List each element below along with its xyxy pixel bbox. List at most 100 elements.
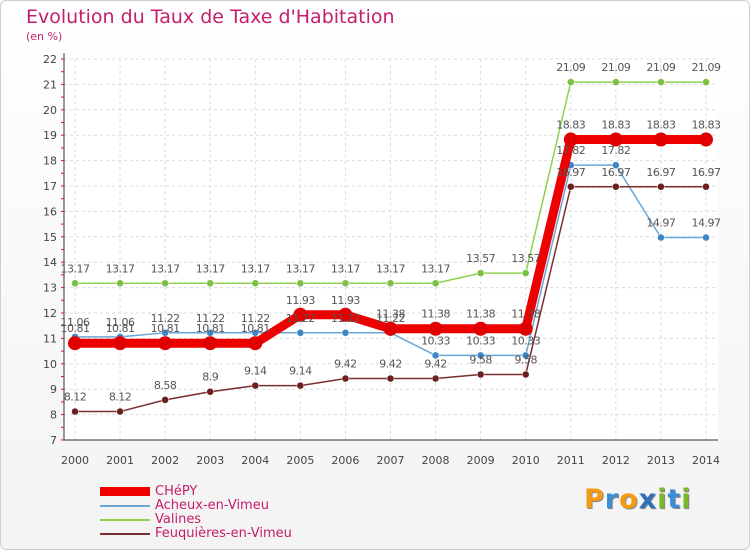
x-tick-label: 2011 [557, 454, 585, 467]
data-label-valines: 13.17 [151, 262, 180, 275]
data-point-feuqui-res-en-vimeu [657, 183, 665, 191]
data-point-ch-py [383, 321, 398, 336]
data-label-valines: 21.09 [601, 61, 630, 74]
data-point-ch-py [563, 132, 578, 147]
data-point-feuqui-res-en-vimeu [206, 387, 214, 396]
data-label-ch-py: 18.83 [556, 119, 585, 132]
data-point-acheux-en-vimeu [612, 161, 620, 169]
x-tick-label: 2005 [286, 454, 314, 467]
data-label-valines: 13.17 [376, 262, 405, 275]
y-tick-label: 14 [43, 256, 57, 269]
data-point-feuqui-res-en-vimeu [612, 183, 620, 191]
data-label-acheux-en-vimeu: 11.22 [241, 312, 270, 325]
y-tick-label: 8 [50, 409, 57, 422]
data-point-valines [161, 279, 169, 288]
data-label-valines: 13.57 [511, 252, 540, 265]
data-point-feuqui-res-en-vimeu [386, 374, 395, 383]
data-point-acheux-en-vimeu [341, 329, 350, 337]
x-tick-label: 2002 [151, 454, 179, 467]
data-point-valines [386, 279, 395, 288]
data-label-valines: 13.17 [421, 262, 450, 275]
data-label-feuqui-res-en-vimeu: 8.12 [64, 391, 87, 404]
y-tick-label: 17 [43, 180, 57, 193]
data-point-acheux-en-vimeu [431, 351, 440, 360]
data-point-valines [702, 78, 710, 86]
data-label-feuqui-res-en-vimeu: 8.58 [154, 379, 177, 392]
x-tick-label: 2010 [512, 454, 540, 467]
data-point-valines [116, 279, 124, 288]
data-label-valines: 13.17 [196, 262, 225, 275]
y-tick-label: 18 [43, 155, 57, 168]
legend-swatch [100, 533, 150, 535]
data-label-feuqui-res-en-vimeu: 16.97 [601, 166, 630, 179]
data-point-valines [521, 269, 530, 277]
data-label-valines: 21.09 [646, 61, 675, 74]
data-point-ch-py [68, 336, 82, 351]
data-label-acheux-en-vimeu: 17.82 [556, 144, 585, 157]
data-label-acheux-en-vimeu: 11.06 [106, 316, 135, 329]
x-tick-label: 2009 [467, 454, 495, 467]
data-label-feuqui-res-en-vimeu: 9.14 [244, 365, 267, 378]
y-tick-label: 10 [43, 358, 57, 371]
data-label-valines: 13.17 [241, 262, 270, 275]
x-tick-label: 2000 [61, 454, 89, 467]
data-point-ch-py [158, 336, 173, 351]
legend-label: Feuquières-en-Vimeu [155, 526, 292, 541]
data-point-ch-py [428, 321, 443, 336]
data-point-valines [476, 269, 485, 277]
logo-letter: P [584, 484, 605, 515]
legend-label: Valines [155, 512, 202, 527]
data-label-ch-py: 10.81 [196, 322, 225, 335]
x-tick-label: 2001 [106, 454, 134, 467]
x-tick-label: 2008 [422, 454, 450, 467]
data-point-valines [251, 279, 260, 288]
logo-letter: r [604, 484, 620, 515]
chart-title: Evolution du Taux de Taxe d'Habitation [26, 6, 395, 28]
x-tick-label: 2004 [241, 454, 269, 467]
data-label-ch-py: 11.93 [286, 294, 315, 307]
data-point-valines [296, 279, 305, 288]
data-point-valines [612, 78, 620, 86]
y-tick-label: 20 [43, 104, 57, 117]
data-point-ch-py [338, 307, 353, 322]
data-label-valines: 13.57 [466, 252, 495, 265]
data-label-feuqui-res-en-vimeu: 16.97 [556, 166, 585, 179]
data-point-feuqui-res-en-vimeu [476, 370, 485, 379]
data-label-ch-py: 11.38 [421, 308, 450, 321]
data-point-feuqui-res-en-vimeu [521, 370, 530, 379]
data-label-acheux-en-vimeu: 11.22 [151, 312, 180, 325]
y-tick-label: 9 [50, 383, 57, 396]
data-label-acheux-en-vimeu: 10.33 [466, 334, 495, 347]
y-tick-label: 12 [43, 307, 57, 320]
data-label-ch-py: 11.38 [376, 308, 405, 321]
data-label-acheux-en-vimeu: 11.22 [286, 312, 315, 325]
y-tick-label: 7 [50, 434, 57, 447]
logo-letter: t [667, 484, 682, 515]
legend-swatch [100, 519, 150, 521]
legend-label: CHéPY [155, 484, 198, 499]
data-point-feuqui-res-en-vimeu [116, 407, 124, 416]
data-point-valines [657, 78, 665, 86]
data-label-ch-py: 18.83 [601, 119, 630, 132]
data-point-feuqui-res-en-vimeu [431, 374, 440, 383]
data-label-acheux-en-vimeu: 11.22 [331, 312, 360, 325]
logo-letter: i [681, 484, 692, 515]
legend-swatch [100, 487, 150, 496]
x-tick-label: 2006 [331, 454, 359, 467]
data-point-valines [206, 279, 214, 288]
data-point-valines [431, 279, 440, 288]
data-point-feuqui-res-en-vimeu [702, 183, 710, 191]
data-point-feuqui-res-en-vimeu [567, 183, 575, 191]
logo-letter: x [638, 484, 658, 515]
proxiti-logo: Proxiti [584, 484, 692, 515]
data-point-acheux-en-vimeu [702, 233, 710, 242]
x-tick-label: 2003 [196, 454, 224, 467]
data-point-feuqui-res-en-vimeu [296, 381, 305, 390]
data-point-acheux-en-vimeu [296, 329, 305, 337]
data-label-ch-py: 18.83 [692, 119, 721, 132]
data-label-acheux-en-vimeu: 14.97 [646, 217, 675, 230]
data-label-feuqui-res-en-vimeu: 8.9 [202, 371, 218, 384]
data-point-feuqui-res-en-vimeu [71, 407, 79, 416]
data-label-ch-py: 10.81 [106, 322, 135, 335]
